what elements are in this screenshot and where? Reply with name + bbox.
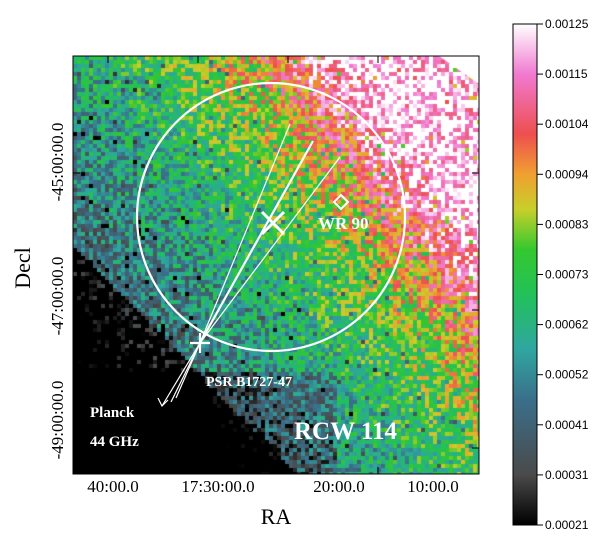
x-tick-label: 17:30:00.0 [181,477,254,496]
colorbar-tick-label: 0.00031 [545,468,589,482]
y-ticks [73,172,479,449]
region-label: RCW 114 [294,418,398,445]
colorbar-tick-label: 0.00041 [545,418,589,432]
frequency-label: 44 GHz [90,434,139,450]
instrument-label: Planck [90,405,135,421]
remnant-circle [135,81,407,353]
colorbar [512,23,538,526]
y-tick-label: -47:00:00.0 [48,257,67,336]
proper-motion-cone [157,123,341,408]
colorbar-tick-label: 0.00073 [545,268,589,282]
y-tick-label: -45:00:00.0 [48,123,67,202]
wr90-diamond-marker [332,193,350,211]
colorbar-tick-label: 0.00094 [545,167,589,181]
y-axis-title: Decl [10,247,35,289]
colorbar-tick-label: 0.00115 [545,67,588,81]
colorbar-ticks: 0.00125 0.00115 0.00104 0.00094 0.00083 0.000… [537,17,589,532]
colorbar-tick-label: 0.00125 [545,17,589,31]
x-tick-label: 40:00.0 [87,477,138,496]
pulsar-marker [190,333,210,353]
x-tick-label: 10:00.0 [407,477,458,496]
star-label: WR 90 [318,214,369,233]
colorbar-tick-label: 0.00083 [545,217,589,231]
colorbar-tick-label: 0.00021 [545,518,589,532]
x-tick-label: 20:00.0 [313,477,364,496]
pulsar-label: PSR B1727-47 [206,375,292,390]
colorbar-tick-label: 0.00062 [545,318,589,332]
colorbar-tick-label: 0.00104 [545,117,589,131]
x-ticks [107,56,379,474]
y-tick-label: -49:00:00.0 [48,381,67,460]
x-axis-title: RA [261,504,292,529]
plot-frame [72,55,480,475]
center-x-marker [260,210,286,236]
sky-map-image [73,56,479,474]
colorbar-tick-label: 0.00052 [545,368,589,382]
